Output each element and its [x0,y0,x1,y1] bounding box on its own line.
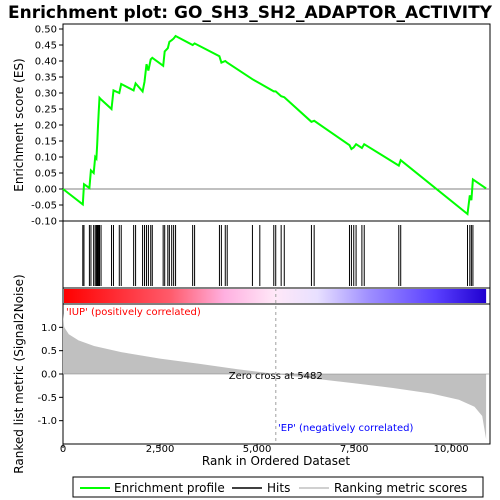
positive-label: 'IUP' (positively correlated) [66,307,201,318]
x-tick-label: 10,000 [434,444,469,455]
legend-metric-label: Ranking metric scores [334,481,467,495]
ranking-metric-area [63,313,487,440]
zero-cross-label: Zero cross at 5482 [229,371,323,382]
es-y-tick-label: 0.45 [35,41,57,52]
es-y-tick-label: 0.05 [35,169,57,180]
es-y-axis: -0.10 -0.05 0.00 0.05 0.10 0.15 0.20 0.25 0.30 0.… [31,25,63,228]
hit-marks [82,225,474,286]
x-tick-label: 2,500 [146,444,175,455]
metric-y-tick-label: 1.0 [41,323,57,334]
es-y-tick-label: 0.00 [35,185,57,196]
hits-panel-frame [62,220,491,289]
metric-y-tick-label: -1.0 [37,416,57,427]
es-y-tick-label: 0.20 [35,121,57,132]
enrichment-profile-line [62,34,487,216]
metric-y-axis: -1.0 -0.5 0.0 0.5 1.0 [37,323,63,427]
metric-y-tick-label: 0.0 [41,370,57,381]
es-y-tick-label: 0.10 [35,153,57,164]
es-y-tick-label: 0.35 [35,73,57,84]
es-y-tick-label: -0.10 [31,217,57,228]
x-tick-label: 7,500 [340,444,369,455]
metric-y-tick-label: 0.5 [41,346,57,357]
es-y-tick-label: 0.25 [35,105,57,116]
es-y-tick-label: -0.05 [31,201,57,212]
x-tick-label: 5,000 [243,444,272,455]
metric-y-axis-label: Ranked list metric (Signal2Noise) [12,274,26,473]
rank-color-bar [64,289,487,303]
chart-title: Enrichment plot: GO_SH3_SH2_ADAPTOR_ACTI… [8,3,493,23]
x-axis-label: Rank in Ordered Dataset [202,454,350,468]
es-y-tick-label: 0.40 [35,57,57,68]
legend-enrichment-label: Enrichment profile [114,481,225,495]
metric-y-tick-label: -0.5 [37,393,57,404]
legend-box [72,476,484,498]
x-axis: 0 2,500 5,000 7,500 10,000 [60,444,469,455]
legend-hits-label: Hits [267,481,290,495]
es-y-axis-label: Enrichment score (ES) [12,58,26,191]
es-y-tick-label: 0.30 [35,89,57,100]
es-panel-frame [62,23,491,222]
es-y-tick-label: 0.50 [35,25,57,36]
x-tick-label: 0 [60,444,66,455]
es-y-tick-label: 0.15 [35,137,57,148]
negative-label: 'EP' (negatively correlated) [278,423,413,434]
